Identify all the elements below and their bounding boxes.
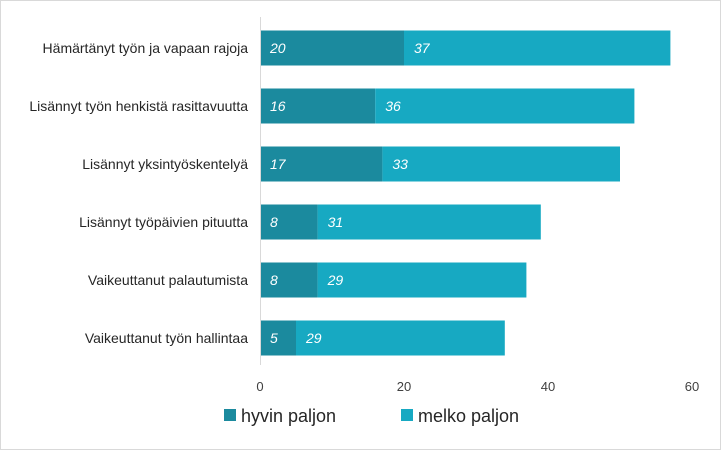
bar-hyvin-paljon: [260, 262, 318, 298]
data-labels-layer: 20 37 16 36 17 33 8 31 8 29 5 29: [269, 40, 431, 346]
data-label: 5: [270, 330, 278, 346]
data-label: 29: [305, 330, 322, 346]
category-label: Lisännyt työpäivien pituutta: [79, 214, 248, 230]
legend-label: melko paljon: [418, 406, 519, 426]
category-label: Vaikeuttanut työn hallintaa: [85, 330, 248, 346]
category-label: Vaikeuttanut palautumista: [88, 272, 248, 288]
data-label: 16: [270, 98, 286, 114]
x-axis: 0 20 40 60: [256, 17, 699, 394]
bar-hyvin-paljon: [260, 30, 404, 66]
bar-melko-paljon: [317, 204, 541, 240]
bar-melko-paljon: [317, 262, 527, 298]
x-tick-label: 0: [256, 379, 263, 394]
category-label: Hämärtänyt työn ja vapaan rajoja: [43, 40, 249, 56]
bar-melko-paljon: [382, 146, 620, 182]
bar-hyvin-paljon: [260, 88, 376, 124]
data-label: 31: [328, 214, 344, 230]
bar-melko-paljon: [296, 320, 505, 356]
bar-melko-paljon: [375, 88, 635, 124]
data-label: 37: [414, 40, 431, 56]
legend-swatch: [401, 409, 413, 421]
x-tick-label: 20: [397, 379, 411, 394]
legend-swatch: [224, 409, 236, 421]
category-labels-layer: Hämärtänyt työn ja vapaan rajoja Lisännyt…: [29, 40, 248, 346]
data-label: 29: [327, 272, 344, 288]
data-label: 33: [392, 156, 408, 172]
legend: hyvin paljon melko paljon: [224, 406, 519, 426]
data-label: 36: [385, 98, 401, 114]
bar-melko-paljon: [404, 30, 671, 66]
x-tick-label: 60: [685, 379, 699, 394]
category-label: Lisännyt yksintyöskentelyä: [82, 156, 248, 172]
data-label: 8: [270, 272, 278, 288]
bar-hyvin-paljon: [260, 204, 318, 240]
legend-label: hyvin paljon: [241, 406, 336, 426]
data-label: 8: [270, 214, 278, 230]
bars-layer: [260, 30, 671, 356]
data-label: 20: [269, 40, 286, 56]
bar-hyvin-paljon: [260, 146, 383, 182]
x-tick-label: 40: [541, 379, 555, 394]
bar-hyvin-paljon: [260, 320, 296, 356]
data-label: 17: [270, 156, 287, 172]
category-label: Lisännyt työn henkistä rasittavuutta: [29, 98, 248, 114]
